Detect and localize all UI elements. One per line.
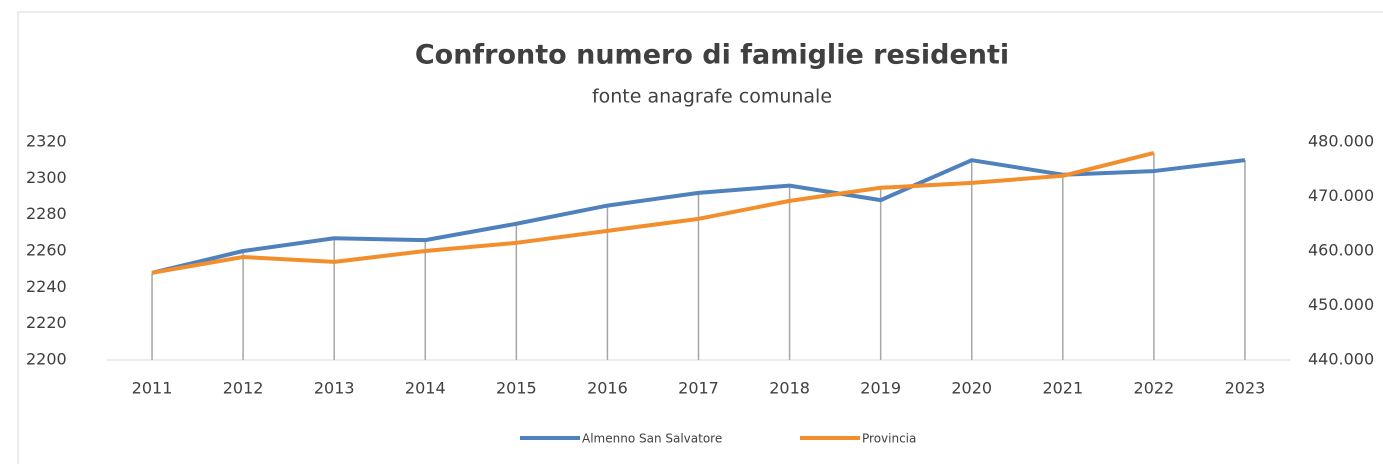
y-tick-label: 2260 [26, 241, 67, 260]
x-tick-label: 2011 [132, 379, 173, 398]
y-tick-label: 2220 [26, 313, 67, 332]
x-tick-label: 2016 [587, 379, 628, 398]
legend-label: Almenno San Salvatore [582, 432, 722, 446]
x-tick-label: 2020 [951, 379, 992, 398]
x-tick-label: 2015 [496, 379, 537, 398]
y-tick-label: 2200 [26, 350, 67, 369]
series-line [151, 150, 1155, 275]
x-tick-label: 2013 [314, 379, 355, 398]
y-tick-label: 2240 [26, 277, 67, 296]
chart-subtitle: fonte anagrafe comunale [592, 86, 832, 108]
x-tick-label: 2017 [678, 379, 719, 398]
x-tick-label: 2014 [405, 379, 446, 398]
x-tick-label: 2012 [223, 379, 264, 398]
x-tick-label: 2019 [860, 379, 901, 398]
y2-tick-label: 450.000 [1308, 295, 1374, 314]
chart-frame [17, 11, 1383, 464]
chart-title: Confronto numero di famiglie residenti [415, 40, 1009, 71]
x-tick-label: 2022 [1134, 379, 1175, 398]
y2-tick-label: 460.000 [1308, 241, 1374, 260]
y2-tick-label: 440.000 [1308, 350, 1374, 369]
legend-label: Provincia [862, 432, 916, 446]
y2-tick-label: 470.000 [1308, 186, 1374, 205]
x-tick-label: 2023 [1225, 379, 1266, 398]
y-tick-label: 2320 [26, 132, 67, 151]
y-tick-label: 2300 [26, 168, 67, 187]
x-tick-label: 2018 [769, 379, 810, 398]
x-tick-label: 2021 [1042, 379, 1083, 398]
y2-tick-label: 480.000 [1308, 132, 1374, 151]
y-tick-label: 2280 [26, 204, 67, 223]
